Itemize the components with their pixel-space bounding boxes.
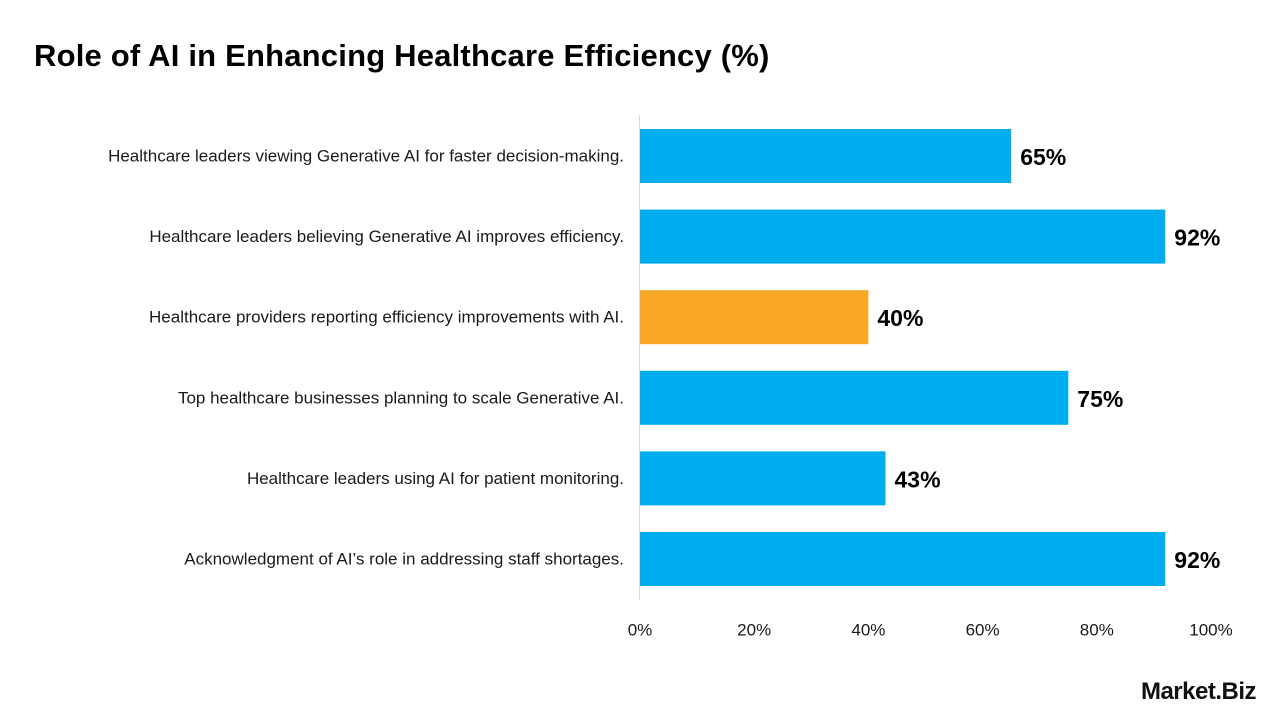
x-tick-label-40: 40% (851, 621, 885, 640)
x-tick-label-0: 0% (628, 621, 653, 640)
value-label-2: 92% (1174, 225, 1220, 251)
brand-logo: Market.Biz (1140, 678, 1257, 705)
value-label-5: 43% (895, 466, 941, 492)
bar-3 (640, 290, 869, 345)
x-tick-label-20: 20% (737, 621, 771, 640)
bar-5 (640, 451, 886, 506)
category-label-2: Healthcare leaders believing Generative … (149, 227, 624, 246)
bar-4 (640, 370, 1069, 425)
value-label-1: 65% (1020, 144, 1066, 170)
category-label-4: Top healthcare businesses planning to sc… (178, 388, 624, 407)
value-label-3: 40% (877, 305, 923, 331)
chart-title: Role of AI in Enhancing Healthcare Effic… (34, 38, 770, 73)
bar-1 (640, 129, 1012, 183)
value-label-6: 92% (1174, 547, 1220, 573)
bar-2 (640, 209, 1166, 264)
category-label-6: Acknowledgment of AI’s role in addressin… (184, 550, 624, 569)
value-label-4: 75% (1077, 386, 1123, 412)
bar-6 (640, 532, 1166, 586)
x-tick-label-100: 100% (1189, 621, 1232, 640)
brand-logo-text: Market.Biz (1140, 678, 1257, 705)
x-tick-label-80: 80% (1080, 621, 1114, 640)
category-label-5: Healthcare leaders using AI for patient … (247, 469, 624, 488)
x-tick-label-60: 60% (966, 621, 1000, 640)
category-label-3: Healthcare providers reporting efficienc… (149, 308, 624, 327)
category-label-1: Healthcare leaders viewing Generative AI… (108, 147, 624, 166)
